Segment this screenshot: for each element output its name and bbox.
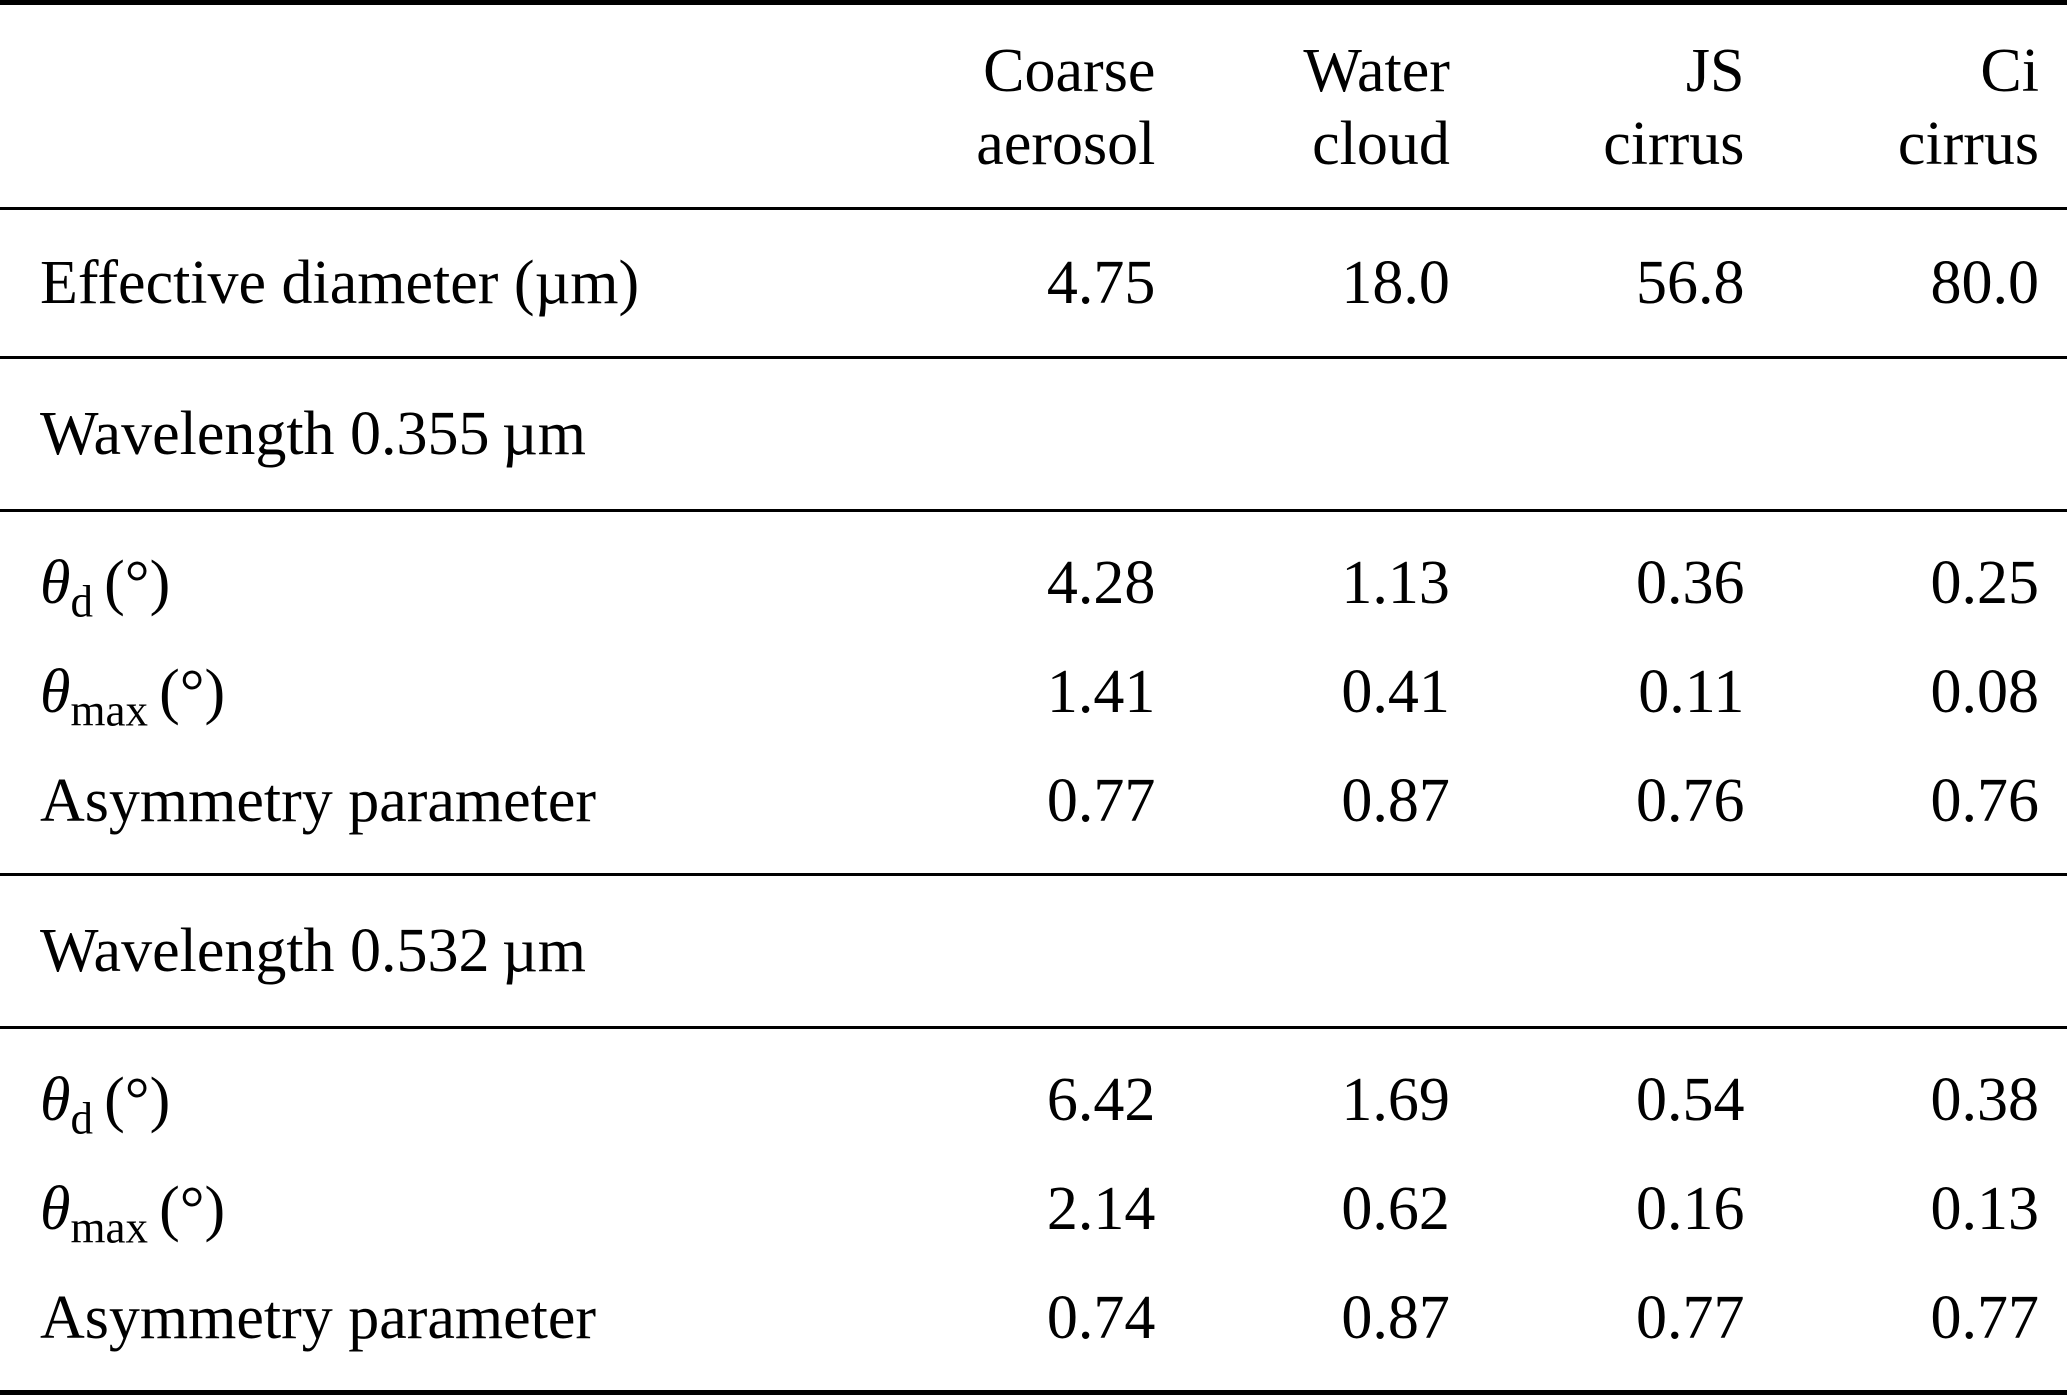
value-cell: 80.0 xyxy=(1772,208,2067,359)
section-title-row-wavelength-0532: Wavelength 0.532 µm xyxy=(0,874,2067,1030)
value-cell: 0.62 xyxy=(1341,1174,1450,1243)
column-header-water-cloud: Water cloud xyxy=(1183,2,1478,211)
theta-subscript: d xyxy=(70,576,93,627)
theta-symbol: θ xyxy=(40,1174,71,1243)
value-cell: 0.36 xyxy=(1635,549,1745,618)
value-cell: 1.13 xyxy=(1341,549,1450,618)
section-title-row-wavelength-0355: Wavelength 0.355 µm xyxy=(0,357,2067,513)
header-empty-cell xyxy=(0,2,889,211)
value-cell: 0.11 xyxy=(1638,658,1745,727)
column-header-line: cloud xyxy=(1312,110,1450,179)
column-header-line: Ci xyxy=(1980,37,2039,105)
value-cell: 0.16 xyxy=(1635,1174,1745,1243)
value-cell: 4.28 xyxy=(1046,549,1156,618)
row-label: θd (°) xyxy=(0,1028,889,1156)
table-row-theta-max: θmax (°) 1.41 0.41 0.11 0.08 xyxy=(0,639,2067,746)
column-header-line: cirrus xyxy=(1897,110,2039,179)
value-cell: 0.41 xyxy=(1341,658,1450,727)
value-cell: 4.75 xyxy=(888,208,1184,359)
theta-symbol: θ xyxy=(40,549,71,618)
value-cell: 0.74 xyxy=(1046,1284,1156,1353)
row-label: θmax (°) xyxy=(0,639,889,746)
value-cell: 2.14 xyxy=(1046,1174,1156,1243)
table-row-theta-max: θmax (°) 2.14 0.62 0.16 0.13 xyxy=(0,1156,2067,1263)
column-header-line: cirrus xyxy=(1603,110,1745,179)
value-cell: 0.77 xyxy=(1635,1284,1745,1353)
table-row-asymmetry: Asymmetry parameter 0.77 0.87 0.76 0.76 xyxy=(0,746,2067,876)
value-cell: 1.69 xyxy=(1341,1066,1450,1135)
header-row: Coarse aerosol Water cloud JS cirrus Ci … xyxy=(0,2,2067,211)
value-cell: 0.38 xyxy=(1930,1066,2040,1135)
value-cell: 0.54 xyxy=(1635,1066,1745,1135)
degree-unit: (°) xyxy=(104,1066,171,1135)
value-cell: 0.25 xyxy=(1930,549,2040,618)
value-cell: 56.8 xyxy=(1477,208,1773,359)
value-cell: 0.76 xyxy=(1772,746,2067,876)
value-cell: 0.77 xyxy=(1930,1284,2040,1353)
value-cell: 0.87 xyxy=(1183,746,1478,876)
section-title: Wavelength 0.355 µm xyxy=(0,357,2067,513)
value-cell: 0.76 xyxy=(1477,746,1773,876)
theta-subscript: max xyxy=(70,685,148,736)
theta-subscript: max xyxy=(70,1202,148,1253)
row-label: Asymmetry parameter xyxy=(40,1284,597,1353)
column-header-line: Coarse xyxy=(983,37,1156,105)
value-cell: 0.77 xyxy=(888,746,1184,876)
table-row-effective-diameter: Effective diameter (µm) 4.75 18.0 56.8 8… xyxy=(0,208,2067,359)
row-label: Asymmetry parameter xyxy=(0,746,889,876)
value-cell: 1.41 xyxy=(1046,658,1156,727)
value-cell: 0.13 xyxy=(1930,1174,2040,1243)
theta-subscript: d xyxy=(70,1093,93,1144)
row-label: Effective diameter (µm) xyxy=(0,208,889,359)
value-cell: 0.87 xyxy=(1341,1284,1450,1353)
value-cell: 18.0 xyxy=(1183,208,1478,359)
table-row-theta-d: θd (°) 6.42 1.69 0.54 0.38 xyxy=(0,1028,2067,1156)
value-cell: 6.42 xyxy=(1046,1066,1156,1135)
column-header-js-cirrus: JS cirrus xyxy=(1477,2,1773,211)
section-title: Wavelength 0.532 µm xyxy=(0,874,2067,1030)
column-header-line: aerosol xyxy=(976,110,1156,179)
table-row-theta-d: θd (°) 4.28 1.13 0.36 0.25 xyxy=(0,511,2067,639)
column-header-line: Water xyxy=(1303,37,1450,105)
degree-unit: (°) xyxy=(159,658,226,727)
table-row-asymmetry: Asymmetry parameter 0.74 0.87 0.77 0.77 xyxy=(0,1263,2067,1392)
value-cell: 0.08 xyxy=(1930,658,2040,727)
row-label: θmax (°) xyxy=(0,1156,889,1263)
degree-unit: (°) xyxy=(159,1174,226,1243)
column-header-ci-cirrus: Ci cirrus xyxy=(1772,2,2067,211)
column-header-line: JS xyxy=(1685,37,1745,105)
theta-symbol: θ xyxy=(40,1066,71,1135)
degree-unit: (°) xyxy=(104,549,171,618)
row-label: θd (°) xyxy=(0,511,889,639)
theta-symbol: θ xyxy=(40,658,71,727)
column-header-coarse-aerosol: Coarse aerosol xyxy=(888,2,1184,211)
